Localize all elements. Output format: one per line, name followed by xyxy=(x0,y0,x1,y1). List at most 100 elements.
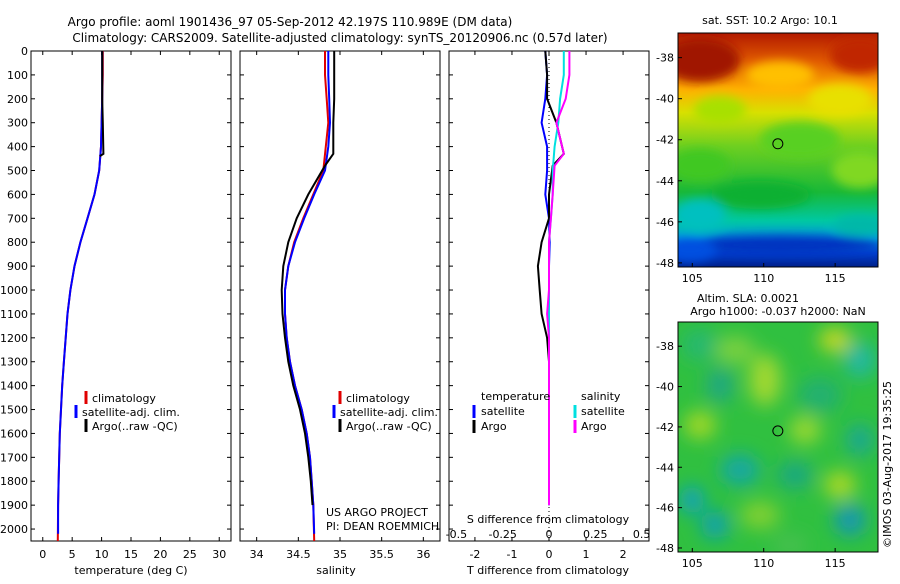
legend-label-argo: Argo(..raw -QC) xyxy=(92,420,178,433)
series-line xyxy=(284,51,332,534)
x-tick-label: 20 xyxy=(153,548,167,561)
sla-map xyxy=(678,322,878,552)
x-tick-label: -1 xyxy=(506,548,517,561)
series-line xyxy=(548,51,565,506)
map-x-tick-label: 110 xyxy=(753,557,774,570)
y-tick-label: 400 xyxy=(7,141,28,154)
y-tick-label: 800 xyxy=(7,236,28,249)
y-tick-label: 300 xyxy=(7,117,28,130)
salinity-legend: climatology satellite-adj. clim. Argo(..… xyxy=(332,391,438,433)
map-x-tick-label: 110 xyxy=(753,272,774,285)
temperature-xlabel: temperature (deg C) xyxy=(74,564,187,577)
y-tick-label: 700 xyxy=(7,212,28,225)
y-tick-label: 1700 xyxy=(0,451,28,464)
project-line2: PI: DEAN ROEMMICH xyxy=(326,520,439,533)
y-tick-label: 1300 xyxy=(0,356,28,369)
map-y-tick-label: -42 xyxy=(656,134,674,147)
sla-profile-marker xyxy=(772,425,784,437)
y-tick-label: 2000 xyxy=(0,523,28,536)
temperature-panel xyxy=(30,50,232,542)
sst-map-frame xyxy=(677,32,879,268)
sst-profile-marker xyxy=(772,138,784,150)
map-x-tick-label: 105 xyxy=(682,557,703,570)
legend-label-satellite: satellite-adj. clim. xyxy=(340,406,438,419)
sla-map-ticks: 105 110 115 -38 -40 -42 -44 -46 -48 xyxy=(656,340,846,570)
y-tick-label: 0 xyxy=(21,45,28,58)
legend-label-t-argo: Argo xyxy=(481,420,507,433)
map-y-tick-label: -48 xyxy=(656,257,674,270)
legend-header-salinity: salinity xyxy=(581,390,621,403)
difference-legend: temperature satellite Argo salinity sate… xyxy=(472,390,625,433)
x-tick-label: -2 xyxy=(469,548,480,561)
sst-map-title: sat. SST: 10.2 Argo: 10.1 xyxy=(702,14,838,27)
series-line xyxy=(56,51,104,541)
x-tick-label: 35.5 xyxy=(369,548,394,561)
map-y-tick-label: -44 xyxy=(656,461,674,474)
y-tick-label: 600 xyxy=(7,188,28,201)
x-tick-label: 34 xyxy=(250,548,264,561)
legend-label-s-satellite: satellite xyxy=(581,405,625,418)
legend-label-argo: Argo(..raw -QC) xyxy=(346,420,432,433)
y-tick-label: 900 xyxy=(7,260,28,273)
y-tick-label: 1200 xyxy=(0,332,28,345)
y-tick-label: 1900 xyxy=(0,499,28,512)
legend-label-climatology: climatology xyxy=(92,392,156,405)
map-y-tick-label: -44 xyxy=(656,175,674,188)
map-y-tick-label: -46 xyxy=(656,502,674,515)
sst-map xyxy=(678,33,878,267)
credit-vertical: ©IMOS 03-Aug-2017 19:35:25 xyxy=(881,381,894,548)
map-y-tick-label: -38 xyxy=(656,340,674,353)
legend-header-temperature: temperature xyxy=(481,390,550,403)
salinity-panel xyxy=(239,50,441,542)
series-line xyxy=(284,51,330,541)
y-tick-label: 1100 xyxy=(0,308,28,321)
x-tick-label: 0 xyxy=(39,548,46,561)
legend-label-t-satellite: satellite xyxy=(481,405,525,418)
x-tick-label: 0 xyxy=(546,548,553,561)
temperature-series xyxy=(56,51,105,541)
legend-label-s-argo: Argo xyxy=(581,420,607,433)
temperature-axis-ticks: 0 5 10 15 20 25 300100200300400500600700800900… xyxy=(0,45,231,561)
x-tick-label: 5 xyxy=(69,548,76,561)
temperature-legend: climatology satellite-adj. clim. Argo(..… xyxy=(74,391,180,433)
series-line xyxy=(280,51,336,506)
y-tick-label: 1500 xyxy=(0,404,28,417)
map-x-tick-label: 105 xyxy=(682,272,703,285)
s-tick-label: 0 xyxy=(546,528,553,541)
y-tick-label: 1000 xyxy=(0,284,28,297)
map-x-tick-label: 115 xyxy=(825,557,846,570)
y-tick-label: 100 xyxy=(7,69,28,82)
map-y-tick-label: -42 xyxy=(656,421,674,434)
salinity-xlabel: salinity xyxy=(316,564,356,577)
x-tick-label: 1 xyxy=(583,548,590,561)
y-tick-label: 1800 xyxy=(0,475,28,488)
x-tick-label: 10 xyxy=(95,548,109,561)
figure-title-line1: Argo profile: aoml 1901436_97 05-Sep-201… xyxy=(68,15,513,29)
x-tick-label: 35 xyxy=(333,548,347,561)
y-tick-label: 200 xyxy=(7,93,28,106)
x-tick-label: 25 xyxy=(183,548,197,561)
salinity-series xyxy=(280,51,336,541)
s-tick-label: 0.25 xyxy=(583,528,608,541)
sst-map-ticks: 105 110 115 -38 -40 -42 -44 -46 -48 xyxy=(656,52,846,285)
map-y-tick-label: -38 xyxy=(656,52,674,65)
s-difference-label: S difference from climatology xyxy=(467,513,630,526)
figure-title-line2: Climatology: CARS2009. Satellite-adjuste… xyxy=(72,31,607,45)
t-difference-label: T difference from climatology xyxy=(466,564,629,577)
map-y-tick-label: -48 xyxy=(656,542,674,555)
map-y-tick-label: -46 xyxy=(656,216,674,229)
project-line1: US ARGO PROJECT xyxy=(326,506,428,519)
y-tick-label: 500 xyxy=(7,165,28,178)
x-tick-label: 36 xyxy=(416,548,430,561)
sla-map-frame xyxy=(677,321,879,553)
map-x-tick-label: 115 xyxy=(825,272,846,285)
map-y-tick-label: -40 xyxy=(656,93,674,106)
map-y-tick-label: -40 xyxy=(656,381,674,394)
s-tick-label: -0.25 xyxy=(488,528,516,541)
salinity-axis-ticks: 34 34.5 35 35.5 36 xyxy=(240,50,440,561)
s-tick-label: -0.5 xyxy=(446,528,467,541)
sla-map-title1: Altim. SLA: 0.0021 xyxy=(697,292,799,305)
difference-axis-ticks: -2 -1 0 1 2 -0.5 -0.25 0 0.25 0.5 xyxy=(446,50,650,561)
series-line xyxy=(57,51,104,534)
